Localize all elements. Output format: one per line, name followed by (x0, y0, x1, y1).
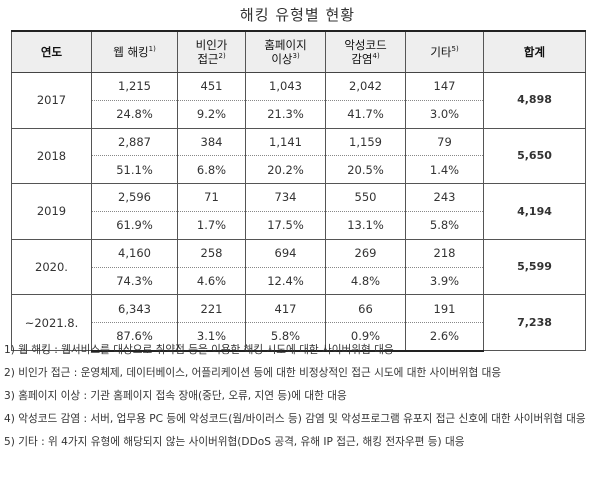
header-total: 합계 (483, 30, 586, 73)
count-cell: 1,043 (245, 72, 326, 101)
count-cell: 6,343 (91, 294, 178, 324)
header-row: 연도 웹 해킹1) 비인가 접근2) 홈페이지 이상3) 악성코드 감염4) 기타5)… (11, 30, 586, 73)
header-other: 기타5) (405, 30, 484, 73)
percent-cell: 5.8% (245, 322, 326, 352)
footnote-homepage-anomaly: 3) 홈페이지 이상 : 기관 홈페이지 접속 장애(중단, 오류, 지연 등)… (4, 390, 347, 402)
year-cell: 2020. (11, 239, 92, 296)
count-cell: 417 (245, 294, 326, 324)
count-cell: 269 (325, 239, 406, 268)
count-cell: 258 (177, 239, 246, 268)
footnote-other: 5) 기타 : 위 4가지 유형에 해당되지 않는 사이버위협(DDoS 공격,… (4, 436, 465, 448)
count-cell: 66 (325, 294, 406, 324)
percent-cell: 9.2% (177, 100, 246, 129)
count-cell: 191 (405, 294, 484, 324)
table-row: 61.9% 1.7% 17.5% 13.1% 5.8% (12, 211, 586, 240)
count-cell: 384 (177, 128, 246, 157)
count-cell: 4,160 (91, 239, 178, 268)
percent-cell: 0.9% (325, 322, 406, 352)
percent-cell: 51.1% (91, 155, 178, 185)
count-cell: 2,887 (91, 128, 178, 157)
count-cell: 218 (405, 239, 484, 268)
percent-cell: 1.7% (177, 211, 246, 240)
page-title: 해킹 유형별 현황 (239, 6, 356, 24)
footnote-unauthorized-access: 2) 비인가 접근 : 운영체제, 데이터베이스, 어플리케이션 등에 대한 비… (4, 367, 502, 379)
percent-cell: 3.0% (405, 100, 484, 129)
table-row: 2019 2,596 71 734 550 243 4,194 (11, 183, 586, 240)
percent-cell: 20.2% (245, 155, 326, 185)
percent-cell: 4.8% (325, 267, 406, 296)
percent-cell: 3.1% (177, 322, 246, 352)
percent-cell: 3.9% (405, 267, 484, 296)
percent-cell: 6.8% (177, 155, 246, 185)
percent-cell: 4.6% (177, 267, 246, 296)
header-malware-infection: 악성코드 감염4) (325, 30, 406, 73)
percent-cell: 74.3% (91, 267, 178, 296)
table-row: 2018 2,887 384 1,141 1,159 79 5,650 (11, 128, 586, 185)
table-row: 24.8% 9.2% 21.3% 41.7% 3.0% (12, 100, 586, 129)
header-unauthorized-access: 비인가 접근2) (177, 30, 246, 73)
count-cell: 550 (325, 183, 406, 212)
total-cell: 7,238 (483, 294, 586, 352)
count-cell: 451 (177, 72, 246, 101)
count-cell: 2,596 (91, 183, 178, 212)
percent-cell: 87.6% (91, 322, 178, 352)
total-cell: 4,194 (483, 183, 586, 240)
percent-cell: 2.6% (405, 322, 484, 352)
percent-cell: 17.5% (245, 211, 326, 240)
header-homepage-anomaly: 홈페이지 이상3) (245, 30, 326, 73)
hacking-stats-table: 연도 웹 해킹1) 비인가 접근2) 홈페이지 이상3) 악성코드 감염4) 기타5)… (11, 30, 586, 352)
year-cell: 2017 (11, 72, 92, 129)
total-cell: 5,650 (483, 128, 586, 185)
count-cell: 79 (405, 128, 484, 157)
year-cell: 2018 (11, 128, 92, 185)
count-cell: 1,215 (91, 72, 178, 101)
year-cell: ~2021.8. (11, 294, 92, 352)
table-row: 87.6% 3.1% 5.8% 0.9% 2.6% (12, 322, 586, 352)
header-web-hacking: 웹 해킹1) (91, 30, 178, 73)
table-row: 2017 1,215 451 1,043 2,042 147 4,898 (11, 72, 586, 129)
percent-cell: 5.8% (405, 211, 484, 240)
table-row: 51.1% 6.8% 20.2% 20.5% 1.4% (12, 155, 586, 185)
percent-cell: 1.4% (405, 155, 484, 185)
percent-cell: 21.3% (245, 100, 326, 129)
count-cell: 243 (405, 183, 484, 212)
count-cell: 694 (245, 239, 326, 268)
count-cell: 1,159 (325, 128, 406, 157)
count-cell: 734 (245, 183, 326, 212)
percent-cell: 12.4% (245, 267, 326, 296)
table-row: ~2021.8. 6,343 221 417 66 191 7,238 (11, 294, 586, 352)
total-cell: 4,898 (483, 72, 586, 129)
percent-cell: 13.1% (325, 211, 406, 240)
header-year: 연도 (11, 30, 92, 73)
percent-cell: 20.5% (325, 155, 406, 185)
total-cell: 5,599 (483, 239, 586, 296)
percent-cell: 41.7% (325, 100, 406, 129)
count-cell: 221 (177, 294, 246, 324)
percent-cell: 24.8% (91, 100, 178, 129)
count-cell: 2,042 (325, 72, 406, 101)
year-cell: 2019 (11, 183, 92, 240)
count-cell: 1,141 (245, 128, 326, 157)
footnote-web-hacking: 1) 웹 해킹 : 웹서비스를 대상으로 취약점 등을 이용한 해킹 시도에 대… (4, 344, 394, 356)
table-row: 74.3% 4.6% 12.4% 4.8% 3.9% (12, 267, 586, 296)
percent-cell: 61.9% (91, 211, 178, 240)
footnote-malware-infection: 4) 악성코드 감염 : 서버, 업무용 PC 등에 악성코드(웜/바이러스 등… (4, 413, 586, 425)
count-cell: 71 (177, 183, 246, 212)
table-row: 2020. 4,160 258 694 269 218 5,599 (11, 239, 586, 296)
footnotes: 1) 웹 해킹 : 웹서비스를 대상으로 취약점 등을 이용한 해킹 시도에 대… (4, 339, 592, 454)
count-cell: 147 (405, 72, 484, 101)
